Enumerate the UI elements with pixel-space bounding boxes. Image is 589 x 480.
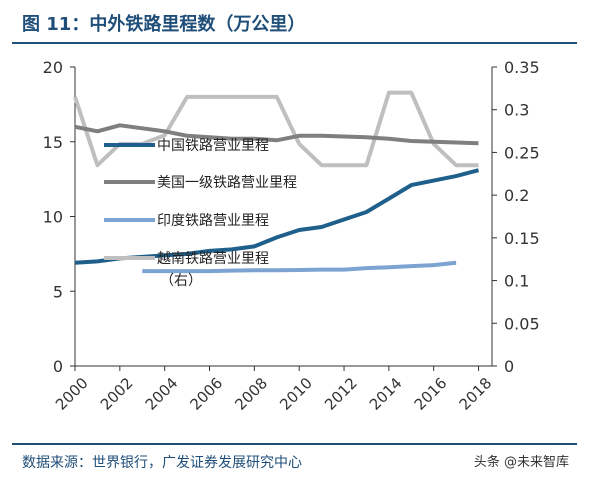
page-title: 图 11：中外铁路里程数（万公里）	[22, 14, 306, 35]
x-tick-label: 2008	[231, 374, 271, 414]
series-line-2	[142, 260, 457, 274]
series-line-1	[74, 123, 479, 146]
x-tick-label: 2016	[411, 374, 451, 414]
source-note: 数据来源：世界银行，广发证券发展研究中心	[22, 455, 302, 471]
left-tick-label: 0	[53, 357, 63, 376]
right-tick-label: 0.15	[504, 229, 540, 248]
x-tick-label: 2018	[456, 374, 496, 414]
right-tick-label: 0	[504, 357, 514, 376]
legend-label-suffix: （右）	[160, 273, 202, 289]
x-tick-label: 2012	[321, 374, 361, 414]
right-tick-label: 0.35	[504, 58, 540, 77]
right-tick-label: 0.3	[504, 101, 529, 120]
right-tick-label: 0.2	[504, 186, 529, 205]
x-tick-label: 2002	[97, 374, 137, 414]
left-tick-label: 20	[43, 58, 63, 77]
legend-label-2: 印度铁路营业里程	[157, 213, 269, 229]
footer-divider	[12, 443, 577, 445]
x-axis-ticks: 2000 2002 2004 2006 2008 2010 2012 2014 2016 2018	[52, 366, 495, 414]
left-tick-label: 10	[43, 208, 63, 227]
right-tick-label: 0.1	[504, 272, 529, 291]
legend-label-1: 美国一级铁路营业里程	[157, 175, 297, 191]
right-tick-label: 0.25	[504, 143, 540, 162]
x-tick-label: 2010	[276, 374, 316, 414]
line-chart: 0 5 10 15 20 0 0.05 0.1 0.15 0.2 0.25 0.3 0.35 2000…	[43, 58, 540, 414]
left-tick-label: 5	[53, 282, 63, 301]
x-tick-label: 2014	[366, 374, 406, 414]
title-divider	[12, 42, 577, 44]
left-axis-ticks: 0 5 10 15 20	[43, 58, 75, 376]
x-tick-label: 2006	[187, 374, 227, 414]
legend-label-0: 中国铁路营业里程	[157, 138, 269, 154]
x-tick-label: 2000	[52, 374, 92, 414]
right-tick-label: 0.05	[504, 314, 540, 333]
legend-label-3: 越南铁路营业里程	[157, 251, 269, 267]
watermark: 头条 @未来智库	[473, 455, 569, 470]
left-tick-label: 15	[43, 133, 63, 152]
x-tick-label: 2004	[142, 374, 182, 414]
right-axis-ticks: 0 0.05 0.1 0.15 0.2 0.25 0.3 0.35	[492, 58, 540, 376]
